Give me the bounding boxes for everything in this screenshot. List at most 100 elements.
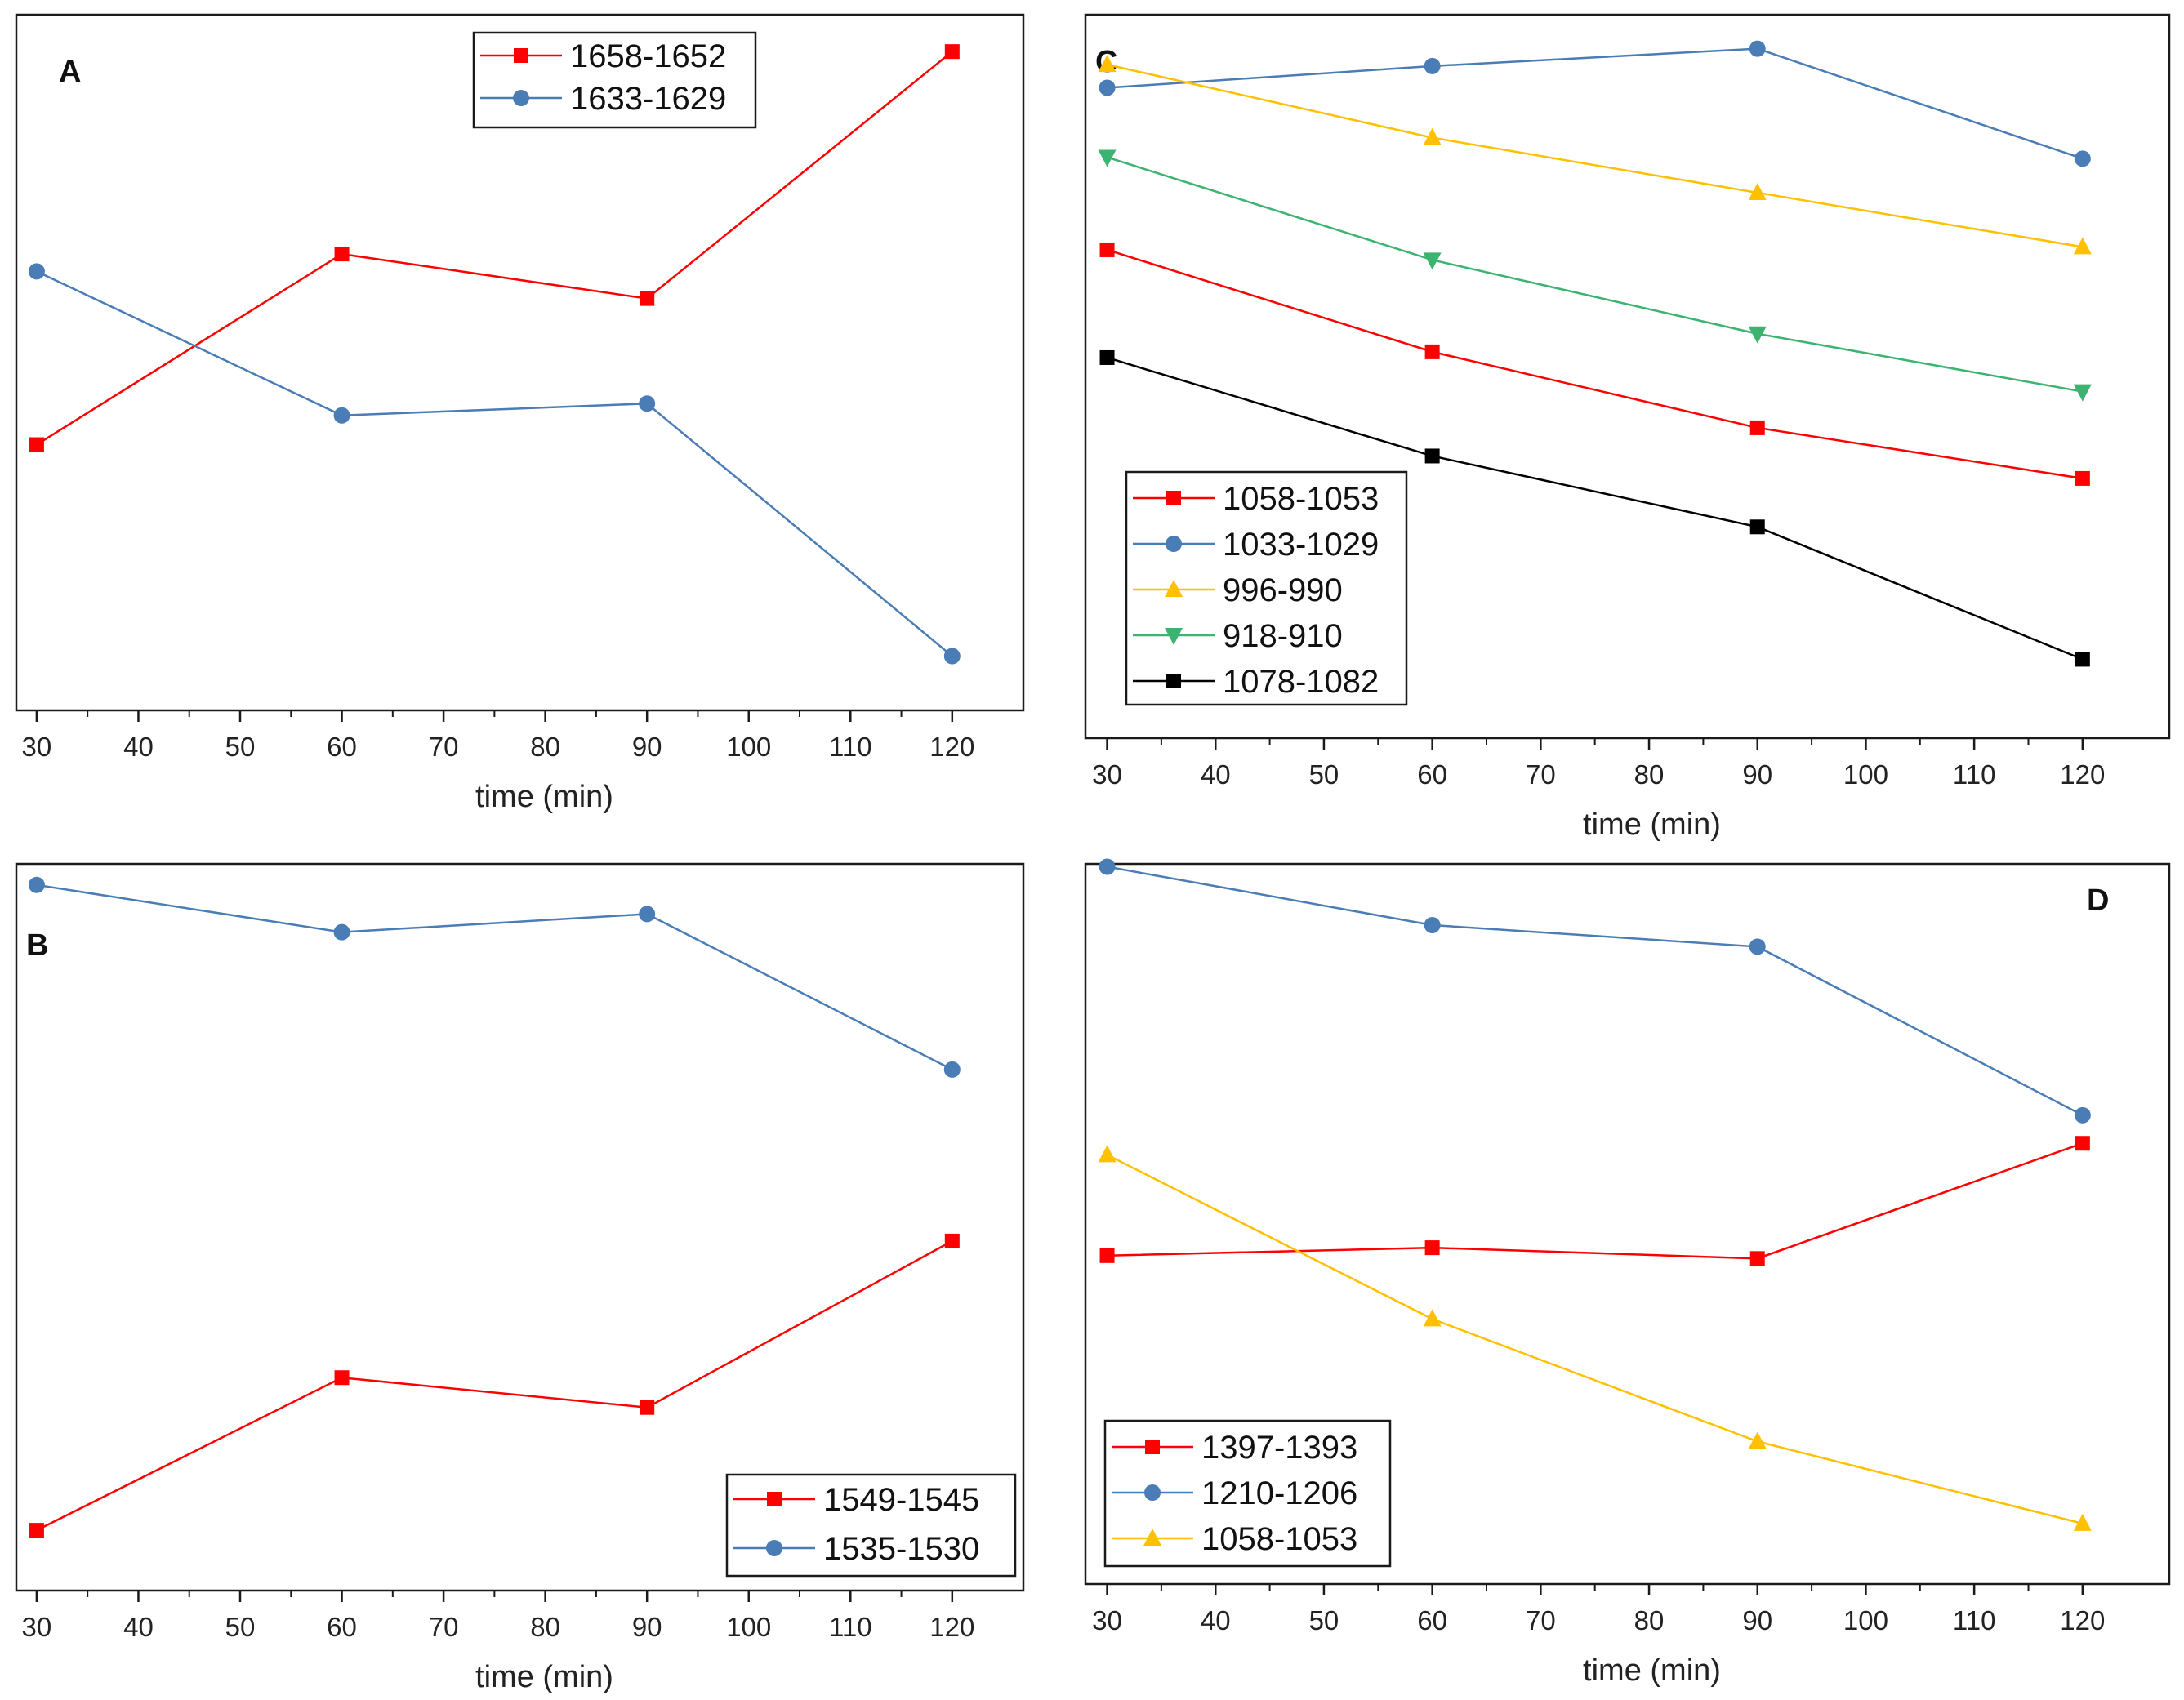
- panel-a-data-point: [333, 407, 350, 424]
- panel-c-data-point: [1423, 252, 1442, 270]
- panel-c-x-tick-label: 80: [1634, 759, 1665, 790]
- panel-a-x-tick-label: 70: [429, 732, 459, 762]
- panel-d-legend-marker: [1143, 1529, 1161, 1546]
- panel-c-data-point: [1098, 55, 1117, 73]
- panel-a-legend: 1658-1652 1633-1629: [472, 31, 757, 129]
- panel-c-x-tick-label: 40: [1201, 759, 1231, 790]
- panel-c-x-tick-label: 70: [1526, 759, 1556, 790]
- panel-d-x-tick-label: 50: [1309, 1605, 1339, 1635]
- panel-a-label: A: [59, 55, 81, 89]
- panel-b-legend-marker: [766, 1540, 782, 1556]
- panel-d-data-point: [1749, 1251, 1765, 1266]
- panel-d-legend-label: 1397-1393: [1201, 1430, 1357, 1466]
- panel-a-plot-frame: [15, 13, 1025, 712]
- panel-a-data-point: [639, 395, 656, 412]
- panel-a-data-point: [334, 247, 350, 262]
- panel-b-legend: 1549-1545 1535-1530: [725, 1473, 1017, 1578]
- panel-c-x-tick-label: 100: [1843, 759, 1888, 790]
- panel-a: 30 40 50 60 70 80 90 100 110 120 time (min) A 1658-1…: [15, 13, 1025, 814]
- panel-d-data-point: [1423, 1309, 1442, 1327]
- panel-a-x-tick-label: 30: [22, 732, 52, 762]
- panel-c-series-3: [1098, 55, 2092, 255]
- panel-a-series-2: [28, 263, 961, 665]
- panel-b-data-point: [29, 1523, 44, 1538]
- panel-d: 30 40 50 60 70 80 90 100 110 120 time (min) D 1397-1…: [1084, 858, 2171, 1688]
- panel-d-plot-frame: [1084, 862, 2171, 1586]
- panel-c-series-1: [1099, 242, 2090, 486]
- panel-b-series-2: [28, 876, 961, 1078]
- panel-c-series-2: [1099, 40, 2091, 167]
- panel-c-x-tick-label: 50: [1309, 759, 1339, 790]
- panel-c-data-point: [2073, 237, 2092, 255]
- panel-b-data-point: [944, 1233, 960, 1248]
- panel-b-data-point: [334, 1370, 350, 1386]
- panel-d-x-tick-label: 70: [1526, 1605, 1556, 1635]
- panel-d-x-axis-title: time (min): [1583, 1653, 1721, 1688]
- panel-d-x-tick-label: 60: [1417, 1605, 1447, 1635]
- panel-c-series-line: [1107, 356, 2084, 661]
- panel-b-legend-label: 1549-1545: [823, 1482, 979, 1518]
- panel-c-data-point: [1424, 448, 1440, 464]
- panel-d-x-tick-label: 30: [1092, 1605, 1122, 1635]
- panel-c-legend-marker: [1166, 536, 1182, 552]
- panel-b-data-point: [639, 906, 656, 923]
- panel-a-legend-marker: [513, 90, 529, 106]
- panel-c-data-point: [1098, 149, 1117, 167]
- panel-d-data-point: [2075, 1136, 2090, 1151]
- panel-a-x-tick-label: 80: [530, 732, 560, 762]
- panel-c-data-point: [1099, 79, 1116, 96]
- panel-c-series-line: [1107, 63, 2084, 248]
- panel-a-series-1: [29, 44, 960, 452]
- panel-b: 30 40 50 60 70 80 90 100 110 120 time (min) B 1549-1…: [15, 862, 1025, 1694]
- panel-d-data-point: [1748, 1431, 1767, 1449]
- panel-c-x-tick-label: 120: [2060, 759, 2105, 790]
- panel-c-legend-label: 1058-1053: [1223, 481, 1379, 517]
- panel-b-data-point: [943, 1061, 961, 1078]
- panel-a-legend-label: 1658-1652: [570, 38, 726, 74]
- panel-a-x-tick-label: 60: [327, 732, 357, 762]
- panel-c-data-point: [2075, 470, 2090, 486]
- panel-d-x-tick-label: 90: [1742, 1605, 1772, 1635]
- panel-b-x-tick-label: 30: [22, 1612, 52, 1642]
- panel-c-legend: 1058-1053 1033-1029 996-990 918-910 1078-108…: [1125, 470, 1408, 706]
- panel-c-data-point: [2075, 652, 2090, 667]
- panel-a-x-tick-label: 90: [632, 732, 662, 762]
- panel-b-x-tick-label: 50: [225, 1612, 256, 1642]
- panel-b-series-1: [29, 1233, 960, 1538]
- panel-c-data-point: [1424, 344, 1440, 359]
- panel-d-x-tick-label: 120: [2060, 1605, 2105, 1635]
- panel-b-x-tick-label: 100: [726, 1612, 771, 1642]
- panel-c-data-point: [1749, 420, 1765, 435]
- panel-c-x-tick-label: 110: [1953, 759, 1996, 790]
- panel-d-data-point: [2073, 1513, 2092, 1531]
- panel-a-series-line: [36, 51, 953, 446]
- panel-c-data-point: [1424, 57, 1441, 74]
- panel-b-x-tick-label: 110: [829, 1612, 872, 1642]
- panel-b-x-tick-label: 80: [530, 1612, 560, 1642]
- panel-c-series-5: [1099, 349, 2090, 667]
- panel-a-series-line: [36, 270, 953, 657]
- panel-a-data-point: [640, 291, 655, 306]
- panel-a-data-point: [28, 263, 45, 280]
- panel-c-x-tick-label: 30: [1092, 759, 1122, 790]
- panel-b-x-tick-label: 70: [429, 1612, 459, 1642]
- panel-a-x-axis-title: time (min): [475, 780, 613, 814]
- panel-d-x-tick-label: 100: [1843, 1605, 1888, 1635]
- panel-d-series-1: [1099, 1136, 2090, 1266]
- panel-d-data-point: [1749, 938, 1766, 955]
- panel-c-x-axis-title: time (min): [1583, 808, 1721, 842]
- panel-a-legend-label: 1633-1629: [570, 81, 726, 117]
- panel-b-x-tick-label: 90: [632, 1612, 662, 1642]
- panel-b-data-point: [28, 876, 45, 893]
- panel-b-legend-box: [725, 1473, 1017, 1578]
- panel-a-x-tick-label: 120: [929, 732, 974, 762]
- panel-b-x-tick-label: 40: [123, 1612, 154, 1642]
- panel-c-data-point: [1749, 519, 1765, 535]
- panel-a-x-tick-label: 50: [225, 732, 256, 762]
- panel-b-x-axis-title: time (min): [475, 1660, 613, 1694]
- panel-c-legend-marker: [1166, 674, 1181, 688]
- panel-d-label: D: [2087, 883, 2109, 918]
- panel-b-series-line: [36, 883, 953, 1070]
- panel-c-data-point: [1749, 40, 1766, 57]
